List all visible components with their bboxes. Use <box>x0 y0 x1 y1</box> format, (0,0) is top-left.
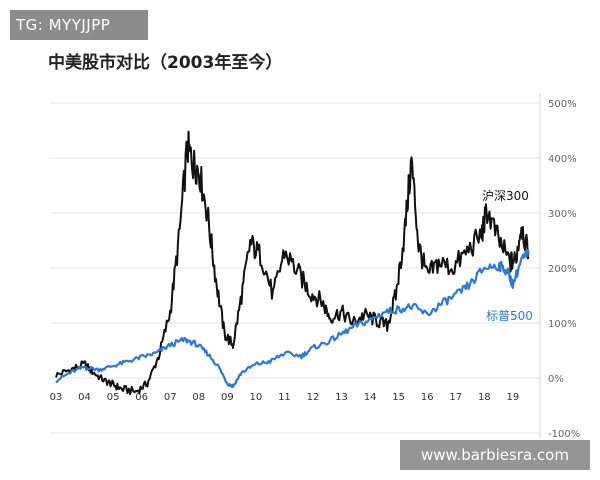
x-tick-label: 09 <box>221 392 234 403</box>
x-tick-label: 10 <box>250 392 263 403</box>
watermark-bottom: www.barbiesra.com <box>400 440 590 470</box>
x-tick-label: 14 <box>364 392 377 403</box>
series-lines <box>55 130 530 396</box>
gridlines <box>50 93 541 438</box>
x-tick-label: 15 <box>392 392 405 403</box>
y-tick-label: 500% <box>548 99 577 110</box>
y-tick-label: 200% <box>548 264 577 275</box>
x-tick-label: 08 <box>192 392 205 403</box>
x-tick-label: 11 <box>278 392 291 403</box>
x-tick-label: 03 <box>50 392 63 403</box>
chart-title: 中美股市对比（2003年至今） <box>48 52 282 73</box>
y-axis-ticks: 500% 400% 300% 200% 100% 0% -100% <box>548 99 580 440</box>
y-tick-label: 400% <box>548 154 577 165</box>
series-line-sp500 <box>55 249 530 389</box>
y-tick-label: 300% <box>548 209 577 220</box>
watermark-top: TG: MYYJJPP <box>10 10 148 40</box>
x-tick-label: 06 <box>135 392 148 403</box>
x-tick-label: 17 <box>449 392 462 403</box>
x-tick-label: 04 <box>78 392 91 403</box>
x-axis-ticks: 03 04 05 06 07 08 09 10 11 12 13 14 15 16 17 18 19 <box>50 392 520 403</box>
x-tick-label: 05 <box>107 392 120 403</box>
x-tick-label: 13 <box>335 392 348 403</box>
y-tick-label: 0% <box>548 374 564 385</box>
series-label-csi300: 沪深300 <box>482 189 529 203</box>
series-label-sp500: 标普500 <box>486 309 533 323</box>
series-line-csi300 <box>55 130 530 396</box>
x-tick-label: 07 <box>164 392 177 403</box>
x-tick-label: 12 <box>307 392 320 403</box>
y-tick-label: 100% <box>548 319 577 330</box>
y-tick-label: -100% <box>548 429 580 440</box>
x-tick-label: 18 <box>478 392 491 403</box>
x-tick-label: 16 <box>421 392 434 403</box>
x-tick-label: 19 <box>507 392 520 403</box>
